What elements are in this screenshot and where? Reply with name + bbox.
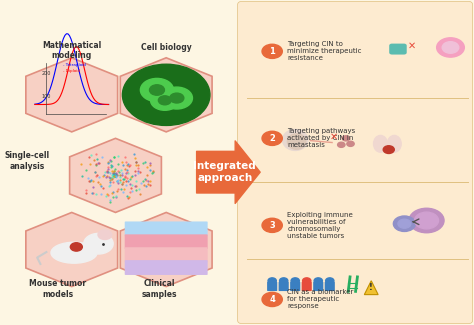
Circle shape	[98, 230, 112, 240]
Circle shape	[262, 292, 283, 306]
Circle shape	[268, 278, 276, 284]
Polygon shape	[120, 58, 212, 132]
Text: 3: 3	[269, 221, 275, 230]
Text: Exploiting immune
vulnerabilities of
chromosomally
unstable tumors: Exploiting immune vulnerabilities of chr…	[287, 212, 353, 239]
Ellipse shape	[374, 136, 387, 152]
Polygon shape	[26, 213, 118, 287]
Circle shape	[84, 233, 113, 254]
Circle shape	[326, 278, 334, 284]
Polygon shape	[70, 138, 161, 213]
FancyBboxPatch shape	[389, 44, 407, 55]
Ellipse shape	[287, 134, 306, 149]
Polygon shape	[365, 281, 378, 294]
Circle shape	[347, 141, 354, 146]
Text: Mouse tumor
models: Mouse tumor models	[29, 279, 86, 298]
Circle shape	[149, 85, 164, 95]
Circle shape	[342, 136, 350, 141]
FancyBboxPatch shape	[237, 1, 473, 324]
Circle shape	[262, 131, 283, 145]
Circle shape	[170, 93, 184, 103]
Circle shape	[415, 212, 438, 229]
Circle shape	[302, 278, 311, 284]
FancyBboxPatch shape	[125, 260, 208, 275]
Circle shape	[70, 243, 82, 251]
Text: Single-cell
analysis: Single-cell analysis	[4, 151, 50, 171]
Ellipse shape	[283, 129, 308, 150]
Circle shape	[280, 278, 288, 284]
Circle shape	[398, 219, 411, 228]
Text: Integrated
approach: Integrated approach	[193, 162, 256, 183]
Text: CIN as a biomarker
for therapeutic
response: CIN as a biomarker for therapeutic respo…	[287, 290, 354, 309]
Circle shape	[442, 42, 459, 53]
Polygon shape	[120, 213, 212, 287]
Text: Clinical
samples: Clinical samples	[142, 279, 177, 298]
Text: - Tetraploid: - Tetraploid	[63, 63, 85, 67]
Text: 4: 4	[269, 295, 275, 304]
FancyBboxPatch shape	[290, 282, 300, 291]
Circle shape	[158, 96, 171, 105]
Circle shape	[291, 278, 300, 284]
FancyArrowPatch shape	[197, 141, 260, 203]
Text: 200: 200	[42, 72, 51, 76]
FancyBboxPatch shape	[313, 282, 323, 291]
Circle shape	[122, 64, 210, 125]
Text: ✕: ✕	[408, 40, 416, 50]
Text: 2: 2	[269, 134, 275, 143]
Circle shape	[337, 142, 345, 147]
Text: Mathematical
modeling: Mathematical modeling	[42, 41, 101, 60]
Circle shape	[151, 90, 179, 110]
Circle shape	[140, 78, 173, 102]
Text: Targeting pathways
activated by CIN in
metastasis: Targeting pathways activated by CIN in m…	[287, 128, 356, 148]
Ellipse shape	[387, 136, 401, 152]
Polygon shape	[26, 58, 118, 132]
FancyBboxPatch shape	[279, 282, 289, 291]
FancyBboxPatch shape	[301, 282, 312, 291]
FancyBboxPatch shape	[325, 282, 335, 291]
Circle shape	[262, 44, 283, 58]
Text: 1: 1	[269, 47, 275, 56]
Text: Targeting CIN to
minimize therapeutic
resistance: Targeting CIN to minimize therapeutic re…	[287, 41, 362, 61]
FancyBboxPatch shape	[125, 234, 208, 249]
Text: ✕: ✕	[330, 131, 338, 141]
FancyBboxPatch shape	[125, 247, 208, 262]
Circle shape	[383, 146, 394, 153]
FancyBboxPatch shape	[125, 221, 208, 236]
FancyBboxPatch shape	[267, 282, 277, 291]
Circle shape	[314, 278, 322, 284]
Circle shape	[161, 87, 192, 109]
Circle shape	[262, 218, 283, 232]
Text: Cell biology: Cell biology	[141, 43, 191, 52]
Circle shape	[393, 216, 416, 231]
Circle shape	[437, 38, 465, 57]
Ellipse shape	[51, 242, 97, 263]
Text: 100: 100	[42, 94, 51, 99]
Text: - Diploid: - Diploid	[63, 69, 80, 73]
Text: !: !	[369, 283, 373, 292]
Circle shape	[409, 208, 444, 233]
